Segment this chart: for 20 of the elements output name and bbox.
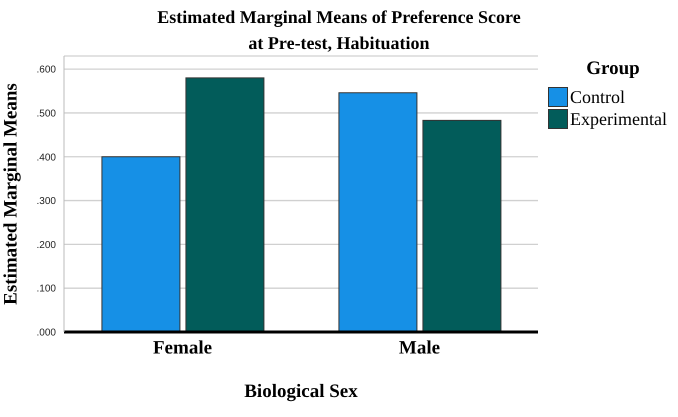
chart-subtitle: at Pre-test, Habituation	[247, 32, 431, 55]
bar	[422, 120, 502, 332]
legend-label: Control	[569, 86, 626, 108]
y-tick-label: .100	[36, 284, 56, 295]
y-tick-label: .600	[36, 64, 56, 76]
legend-title: Group	[585, 58, 641, 80]
bar	[185, 77, 264, 332]
y-tick-label: .200	[36, 240, 56, 251]
chart-title: Estimated Marginal Means of Preference Score	[156, 6, 522, 29]
bar	[338, 92, 418, 332]
x-axis-title: Biological Sex	[244, 381, 358, 402]
y-tick-label: .000	[36, 328, 56, 339]
x-tick-label: Male	[398, 337, 440, 358]
x-tick-label: Female	[152, 337, 212, 358]
bar	[101, 156, 180, 332]
y-tick-label: .300	[36, 196, 56, 208]
legend-label: Experimental	[569, 108, 668, 130]
y-tick-label: .500	[36, 108, 56, 120]
y-axis-title: Estimated Marginal Means	[0, 83, 22, 305]
y-tick-label: .400	[36, 152, 56, 164]
